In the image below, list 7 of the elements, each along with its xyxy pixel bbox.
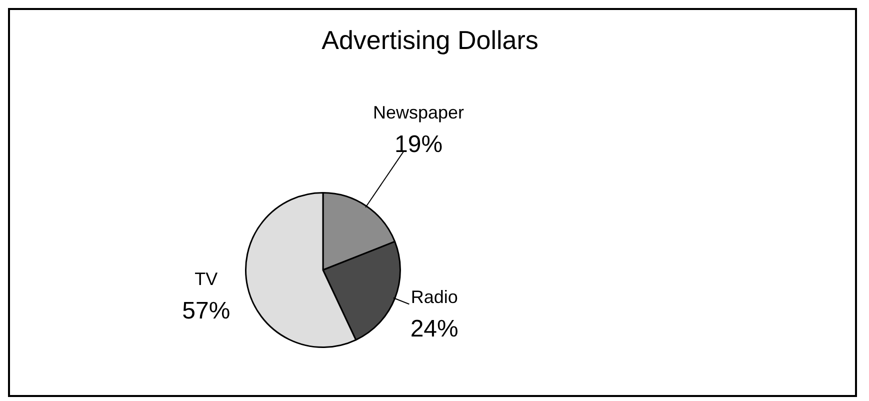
data-label: 19%: [394, 131, 443, 158]
slice-label: TV: [194, 269, 218, 290]
data-label: 57%: [182, 298, 230, 325]
slice-label: Radio: [410, 287, 458, 308]
slice-label: Newspaper: [373, 102, 464, 122]
chart-title: Advertising Dollars: [322, 25, 538, 56]
data-label: 24%: [410, 316, 458, 343]
